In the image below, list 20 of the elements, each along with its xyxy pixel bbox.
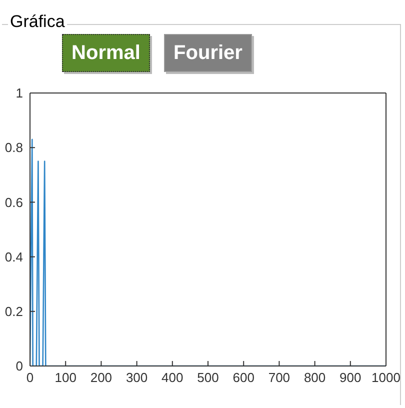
x-tick-label: 300 [126,370,148,386]
x-tick-label: 800 [304,370,326,386]
button: Fourier [164,34,252,72]
x-tick-label: 100 [54,370,76,386]
x-tick-label: 600 [232,370,254,386]
y-tick-label: 0.8 [4,140,23,156]
x-tick-label: 700 [268,370,290,386]
x-tick-label: 900 [340,370,362,386]
y-tick-label: 0 [16,358,23,374]
y-tick-label: 0.6 [4,194,23,210]
y-tick-label: 0.2 [4,304,23,320]
x-tick-label: 500 [197,370,219,386]
x-tick-label: 200 [90,370,112,386]
button: Normal [62,34,150,72]
chart-title: Gráfica [8,12,67,32]
x-tick-label: 0 [26,370,34,386]
x-tick-label: 400 [162,370,184,386]
y-tick-label: 1 [16,86,23,101]
y-tick-label: 0.4 [4,249,23,264]
x-tick-label: 1000 [372,370,400,386]
